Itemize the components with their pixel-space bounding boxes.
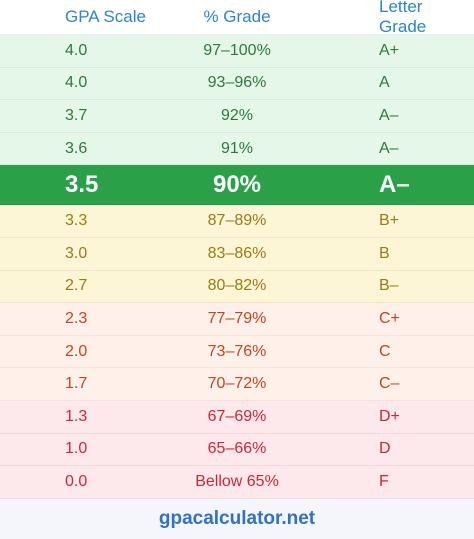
letter-cell: B+ xyxy=(379,212,400,230)
gpa-cell: 0.0 xyxy=(65,472,88,490)
letter-cell: C– xyxy=(379,375,400,393)
table-row: 1.3 67–69% D+ xyxy=(0,400,474,434)
gpa-cell: 3.0 xyxy=(65,244,88,262)
header-letter-grade: Letter Grade xyxy=(379,0,427,36)
percent-cell: 73–76% xyxy=(207,342,267,360)
percent-cell: 90% xyxy=(212,170,262,198)
letter-cell: F xyxy=(379,472,389,490)
letter-cell: C+ xyxy=(379,309,400,327)
letter-cell: B xyxy=(379,244,390,262)
table-row: 2.7 80–82% B– xyxy=(0,270,474,304)
percent-cell: 87–89% xyxy=(207,212,267,230)
table-row: 4.0 93–96% A xyxy=(0,67,474,101)
percent-cell: 67–69% xyxy=(207,407,267,425)
letter-cell: A+ xyxy=(379,41,400,59)
letter-cell: C xyxy=(379,342,391,360)
letter-cell: B– xyxy=(379,277,399,295)
percent-cell: 93–96% xyxy=(207,74,267,92)
percent-cell: 70–72% xyxy=(207,375,267,393)
gpa-cell: 3.7 xyxy=(65,106,88,124)
letter-cell: D+ xyxy=(379,407,400,425)
gpa-cell: 1.3 xyxy=(65,407,88,425)
letter-cell: A– xyxy=(379,139,399,157)
header-percent-grade: % Grade xyxy=(203,7,271,26)
letter-cell: D xyxy=(379,440,391,458)
percent-cell: 80–82% xyxy=(207,277,267,295)
site-link[interactable]: gpacalculator.net xyxy=(158,507,316,529)
table-row: 3.0 83–86% B xyxy=(0,237,474,271)
highlighted-row: 3.5 90% A– xyxy=(0,165,474,206)
gpa-cell: 1.7 xyxy=(65,375,88,393)
table-row: 4.0 97–100% A+ xyxy=(0,35,474,68)
letter-cell: A xyxy=(379,74,390,92)
table-row: 1.7 70–72% C– xyxy=(0,368,474,401)
percent-cell: 65–66% xyxy=(207,440,267,458)
table-header: GPA Scale % Grade Letter Grade xyxy=(0,0,474,36)
letter-cell: A– xyxy=(379,106,399,124)
table-row: 3.7 92% A– xyxy=(0,100,474,133)
table-row: 3.6 91% A– xyxy=(0,132,474,166)
percent-cell: Bellow 65% xyxy=(195,472,279,490)
gpa-cell: 2.7 xyxy=(65,277,88,295)
gpa-cell: 2.0 xyxy=(65,342,88,360)
percent-cell: 92% xyxy=(220,106,254,124)
gpa-cell: 4.0 xyxy=(65,74,88,92)
percent-cell: 83–86% xyxy=(207,244,267,262)
percent-cell: 77–79% xyxy=(207,309,267,327)
site-footer: gpacalculator.net xyxy=(0,498,474,539)
table-row: 2.0 73–76% C xyxy=(0,335,474,369)
table-row: 0.0 Bellow 65% F xyxy=(0,466,474,499)
gpa-cell: 1.0 xyxy=(65,440,88,458)
table-row: 1.0 65–66% D xyxy=(0,433,474,467)
table-row: 3.3 87–89% B+ xyxy=(0,205,474,238)
percent-cell: 97–100% xyxy=(203,41,271,59)
gpa-cell: 4.0 xyxy=(65,41,88,59)
gpa-cell: 3.6 xyxy=(65,139,88,157)
table-row: 2.3 77–79% C+ xyxy=(0,303,474,336)
percent-cell: 91% xyxy=(220,139,254,157)
letter-cell: A– xyxy=(379,170,410,198)
gpa-cell: 3.3 xyxy=(65,212,88,230)
header-gpa-scale: GPA Scale xyxy=(65,7,146,26)
gpa-cell: 3.5 xyxy=(65,170,99,198)
gpa-cell: 2.3 xyxy=(65,309,88,327)
